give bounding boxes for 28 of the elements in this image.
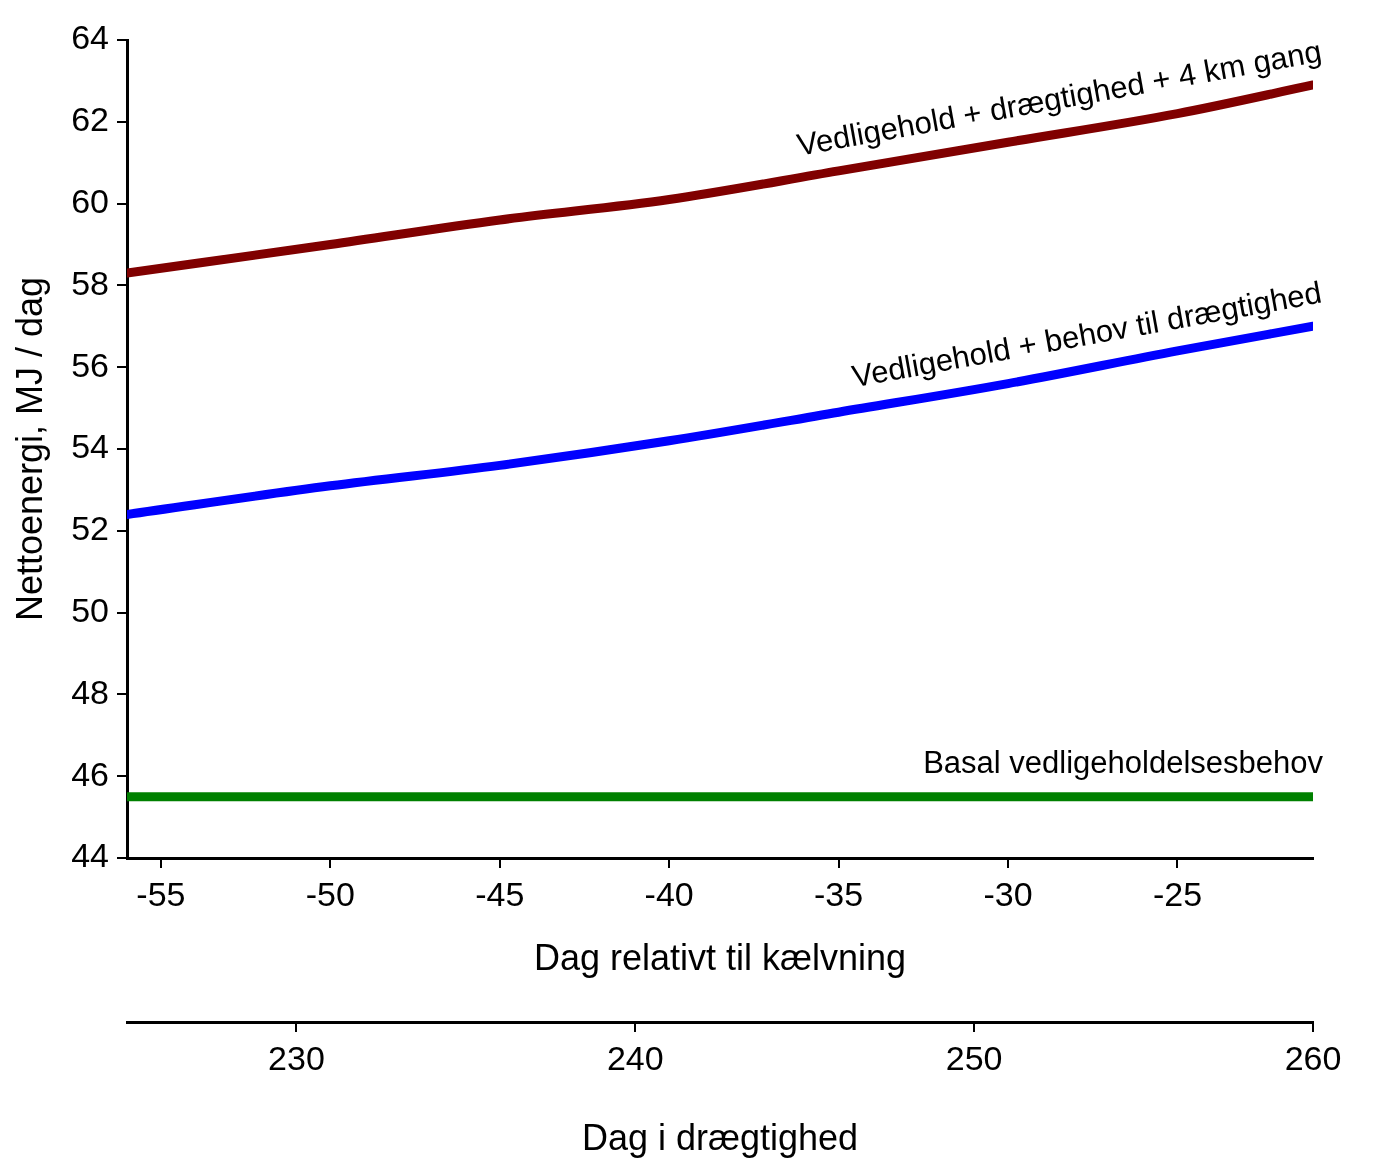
x-tick-label: -25 xyxy=(1152,874,1203,913)
y-tick-label: 60 xyxy=(71,181,110,220)
y-tick-label: 44 xyxy=(71,836,110,875)
text: Vedligehold + behov til drægtighed xyxy=(849,274,1325,395)
y-tick-label: 50 xyxy=(71,590,110,629)
y-tick-label: 58 xyxy=(71,263,110,302)
x2-axis-title: Dag i drægtighed xyxy=(581,1117,859,1159)
x2-tick-label: 260 xyxy=(1284,1038,1342,1077)
x-tick-label: -30 xyxy=(983,874,1033,913)
y-tick-label: 52 xyxy=(71,509,110,548)
x2-tick-label: 230 xyxy=(268,1038,325,1077)
y-tick-label: 54 xyxy=(71,427,110,466)
x-tick-label: -55 xyxy=(136,874,186,913)
y-axis-title: Nettoenergi, MJ / dag xyxy=(8,276,50,622)
x-tick-label: -50 xyxy=(305,874,355,913)
x-tick-label: -40 xyxy=(644,874,694,913)
y-tick-label: 48 xyxy=(71,672,110,711)
text: Vedligehold + drægtighed + 4 km gang xyxy=(794,33,1325,163)
x-tick-label: -35 xyxy=(814,874,864,913)
y-tick-label: 56 xyxy=(71,345,110,384)
x2-tick-label: 240 xyxy=(606,1038,664,1077)
x-tick-label: -45 xyxy=(475,874,525,913)
x2-tick-label: 250 xyxy=(945,1038,1003,1077)
x-axis-title: Dag relativt til kælvning xyxy=(533,937,907,979)
series-label: Basal vedligeholdelsesbehov xyxy=(923,744,1324,780)
y-tick-label: 62 xyxy=(71,100,110,139)
y-tick-label: 64 xyxy=(71,18,110,57)
y-tick-label: 46 xyxy=(71,754,110,793)
